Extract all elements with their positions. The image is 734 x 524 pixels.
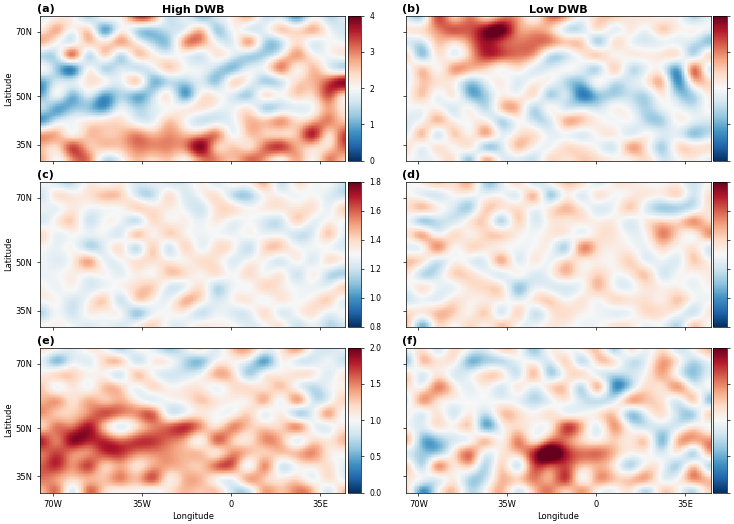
Text: (b): (b) — [402, 4, 421, 14]
Text: (e): (e) — [37, 336, 55, 346]
X-axis label: Longitude: Longitude — [172, 512, 214, 521]
Title: Low DWB: Low DWB — [528, 5, 587, 15]
Text: (f): (f) — [402, 336, 418, 346]
Y-axis label: Latitude: Latitude — [4, 237, 13, 271]
Y-axis label: Latitude: Latitude — [4, 403, 13, 438]
Y-axis label: Latitude: Latitude — [4, 71, 13, 105]
X-axis label: Longitude: Longitude — [537, 512, 579, 521]
Text: (c): (c) — [37, 170, 54, 180]
Title: High DWB: High DWB — [161, 5, 224, 15]
Text: (a): (a) — [37, 4, 55, 14]
Text: (d): (d) — [402, 170, 421, 180]
